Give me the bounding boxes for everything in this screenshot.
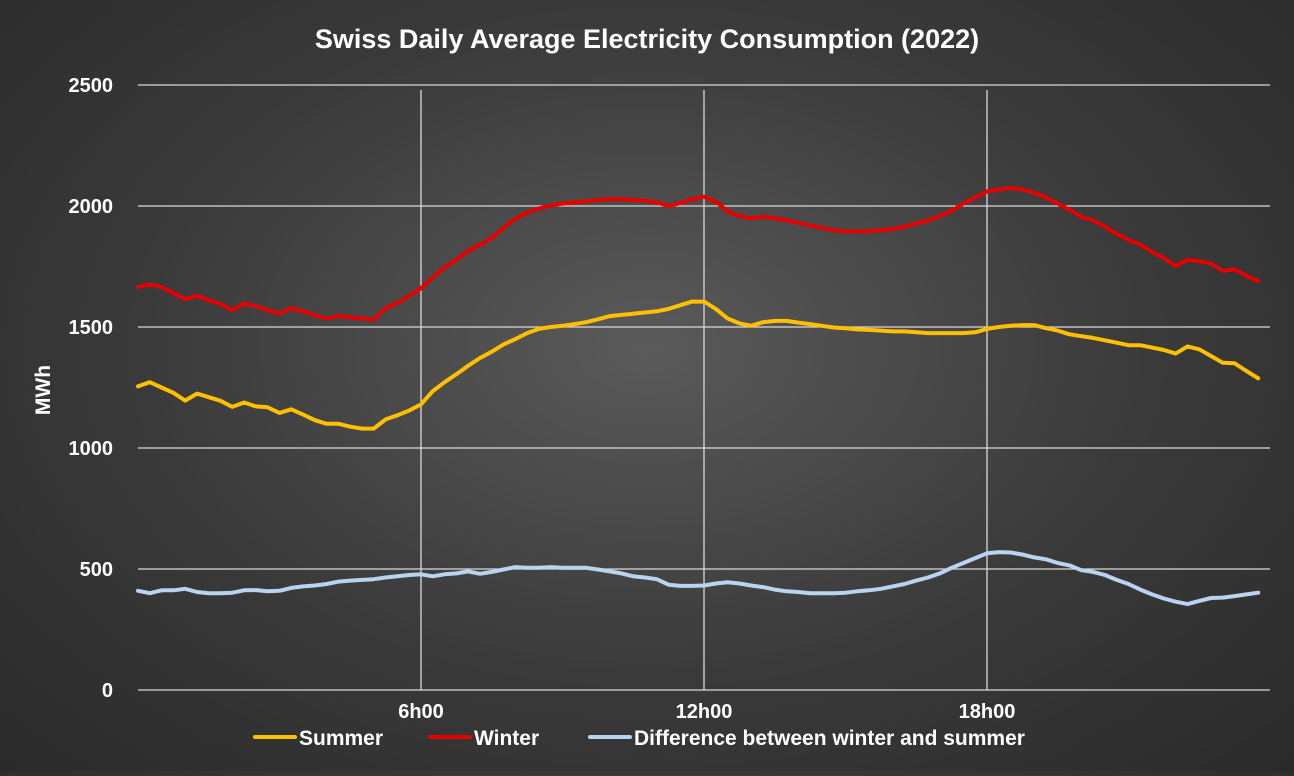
y-tick-label: 2000 <box>69 196 114 218</box>
tick-layer: 0 500 1000 1500 2000 2500 6h00 12h00 18h00 <box>69 75 1016 723</box>
legend-label: Summer <box>299 727 383 750</box>
legend-label: Winter <box>474 727 539 750</box>
series-line-difference-between-winter-and-summer <box>136 550 1261 607</box>
legend-label: Difference between winter and summer <box>634 727 1025 750</box>
x-tick-label: 6h00 <box>398 701 444 723</box>
chart-title: Swiss Daily Average Electricity Consumpt… <box>315 24 979 54</box>
x-tick-label: 12h00 <box>676 701 733 723</box>
y-tick-label: 500 <box>80 559 113 581</box>
y-tick-label: 0 <box>102 680 113 702</box>
y-tick-label: 2500 <box>69 75 114 97</box>
grid-layer <box>138 84 1270 691</box>
legend: Summer Winter Difference between winter an… <box>253 727 1025 750</box>
y-tick-label: 1500 <box>69 317 114 339</box>
series-line-winter <box>136 185 1261 322</box>
series-line-summer <box>136 299 1261 431</box>
y-axis-label: MWh <box>32 365 55 415</box>
series-layer <box>136 185 1261 607</box>
x-tick-label: 18h00 <box>959 701 1016 723</box>
y-tick-label: 1000 <box>69 438 114 460</box>
